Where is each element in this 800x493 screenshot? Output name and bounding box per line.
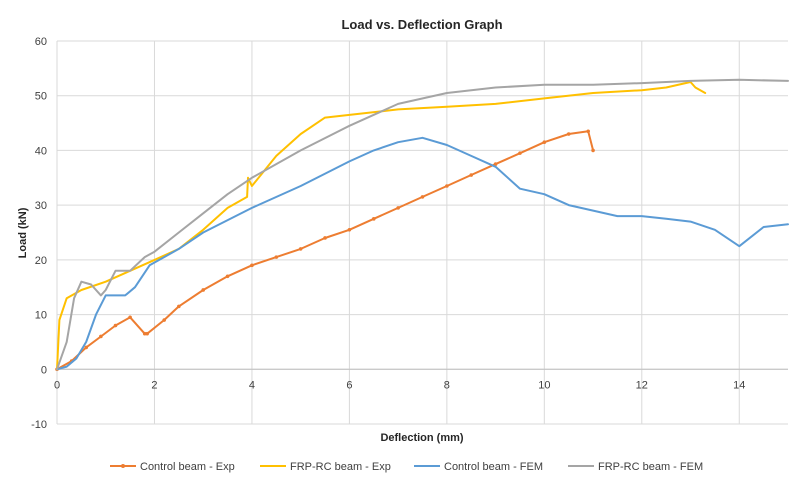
series-1-point <box>542 140 547 145</box>
series-1-point <box>591 148 595 153</box>
legend-label: Control beam - FEM <box>444 461 543 473</box>
series-1-point <box>323 236 327 240</box>
x-tick-label: 6 <box>346 379 352 391</box>
x-tick-label: 10 <box>538 379 550 391</box>
series-1-point <box>201 288 205 292</box>
series-1-point <box>586 129 590 134</box>
series-1-point <box>128 315 132 320</box>
series-1-point <box>113 323 118 328</box>
series-line-2 <box>56 81 707 371</box>
x-tick-label: 0 <box>54 379 60 391</box>
series-1-point <box>396 206 400 210</box>
y-tick-label: 30 <box>35 200 47 212</box>
legend-marker <box>121 464 125 468</box>
x-tick-label: 12 <box>636 379 648 391</box>
series-line-3 <box>56 136 789 371</box>
series-1-point <box>347 227 352 232</box>
y-axis-title: Load (kN) <box>17 207 29 258</box>
series-1-point <box>99 334 103 339</box>
series-1-point <box>445 184 449 188</box>
series-1-point <box>225 274 230 279</box>
y-tick-label: 50 <box>35 91 47 103</box>
series-1-point <box>518 151 522 155</box>
series-1-point <box>298 247 303 251</box>
series-1-point <box>274 255 279 259</box>
tick-labels: -10 0 10 20 30 40 50 60 0 2 4 6 8 10 12 14 <box>31 36 745 431</box>
series-line-4 <box>56 78 789 371</box>
legend: Control beam - Exp FRP-RC beam - Exp Contr… <box>110 461 703 473</box>
y-tick-label: -10 <box>31 419 47 431</box>
series-1-point <box>420 195 425 199</box>
series-1-point <box>469 173 474 177</box>
series-1-point <box>145 331 149 336</box>
x-axis-title: Deflection (mm) <box>380 432 463 444</box>
y-tick-label: 10 <box>35 310 47 322</box>
y-tick-label: 20 <box>35 255 47 267</box>
y-tick-label: 60 <box>35 36 47 48</box>
series-1-point <box>566 132 571 136</box>
series-lines <box>55 78 789 372</box>
series-1-point <box>177 304 181 309</box>
x-tick-label: 14 <box>733 379 745 391</box>
series-1-point <box>162 318 167 322</box>
x-tick-label: 8 <box>444 379 450 391</box>
y-tick-label: 40 <box>35 145 47 157</box>
series-1-point <box>250 263 254 268</box>
legend-label: FRP-RC beam - Exp <box>290 461 391 473</box>
series-1-point <box>371 217 376 221</box>
y-tick-label: 0 <box>41 364 47 376</box>
gridlines <box>56 40 788 425</box>
legend-label: Control beam - Exp <box>140 461 235 473</box>
x-tick-label: 2 <box>151 379 157 391</box>
x-tick-label: 4 <box>249 379 255 391</box>
series-1-point <box>84 345 89 350</box>
series-1-point <box>493 162 498 166</box>
chart-title: Load vs. Deflection Graph <box>341 17 502 32</box>
legend-label: FRP-RC beam - FEM <box>598 461 703 473</box>
series-line-1 <box>56 130 595 371</box>
